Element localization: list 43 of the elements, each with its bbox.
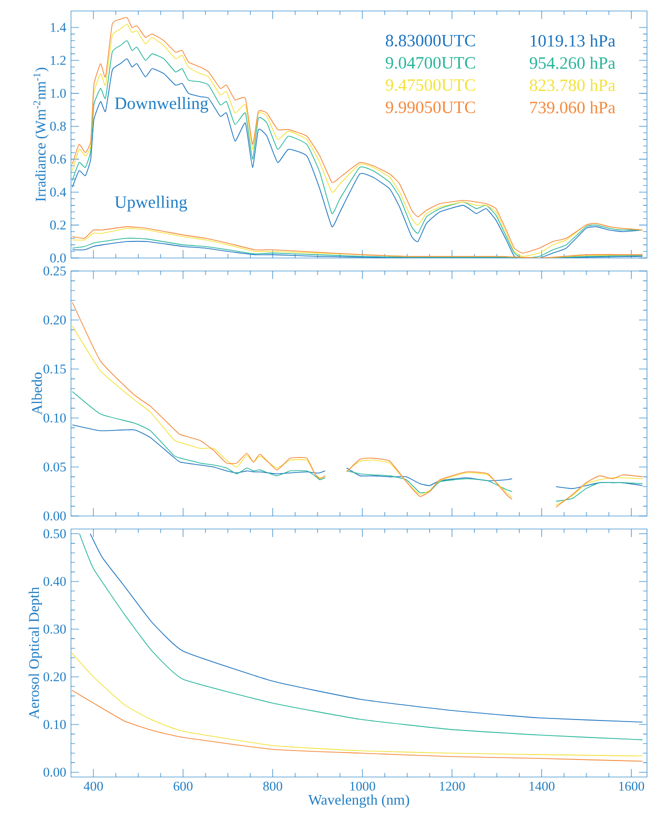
- y-tick-label: 0.05: [44, 462, 66, 472]
- y-axis-title: Irradiance (Wm$^{-2}$nm$^{-1}$): [33, 68, 49, 202]
- y-tick-label: 0.8: [50, 122, 66, 131]
- line-series: [71, 652, 643, 756]
- y-axis-title: Aerosol Optical Depth: [28, 587, 42, 719]
- y-tick-label: 0.00: [44, 768, 66, 777]
- x-tick-label: 1000: [350, 782, 376, 791]
- x-tick-label: 1200: [440, 782, 465, 791]
- y-tick-label: 0.0: [50, 253, 66, 263]
- line-series: [71, 690, 643, 762]
- y-tick-label: 0.6: [50, 154, 66, 164]
- annotation: 739.060 hPa: [530, 101, 616, 114]
- annotation: Downwelling: [114, 97, 208, 113]
- y-tick-label: 0.25: [44, 266, 66, 276]
- x-tick-label: 1600: [619, 782, 644, 791]
- y-tick-label: 0.20: [44, 672, 66, 682]
- y-tick-label: 0.2: [50, 220, 66, 230]
- y-tick-label: 0.10: [44, 720, 66, 730]
- y-axis-title: Albedo: [32, 372, 42, 415]
- text: 9.99050UTC: [386, 101, 475, 114]
- y-tick-label: 0.20: [44, 315, 66, 325]
- y-tick-label: 1.0: [50, 88, 66, 98]
- y-tick-label: 1.2: [50, 56, 66, 65]
- x-tick-label: 600: [174, 782, 193, 791]
- text: 9.04700UTC: [386, 57, 475, 69]
- y-tick-label: 0.30: [44, 624, 66, 634]
- legend-label: 8.83000UTC: [386, 34, 475, 46]
- annotation: 823.780 hPa: [530, 78, 616, 92]
- y-tick-label: 0.10: [44, 413, 66, 423]
- annotation: 954.260 hPa: [530, 56, 616, 69]
- annotation: Upwelling: [114, 196, 188, 212]
- y-tick-label: 0.4: [50, 188, 66, 197]
- annotation: 1019.13 hPa: [530, 34, 616, 47]
- x-tick-label: 800: [263, 782, 282, 791]
- y-tick-label: 0.50: [44, 529, 66, 538]
- text: 9.47500UTC: [386, 79, 475, 91]
- y-tick-label: 0.15: [44, 364, 66, 374]
- y-tick-label: 0.00: [44, 511, 66, 521]
- x-axis-title: Wavelength (nm): [308, 794, 410, 808]
- y-tick-label: 1.4: [50, 22, 66, 32]
- x-tick-label: 1400: [530, 782, 554, 791]
- x-tick-label: 400: [84, 782, 103, 791]
- y-tick-label: 0.40: [44, 576, 66, 586]
